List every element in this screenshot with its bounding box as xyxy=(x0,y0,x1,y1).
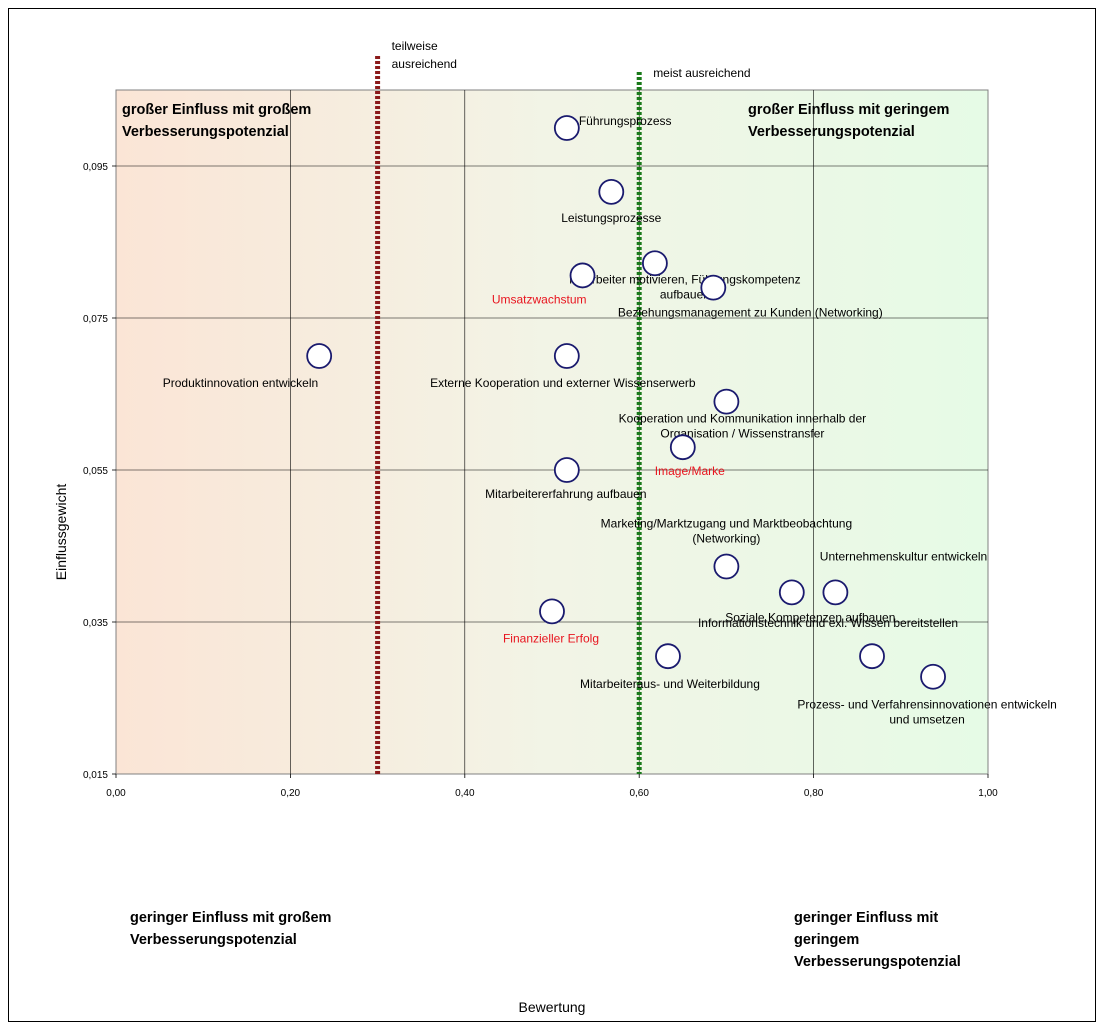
data-point-marker xyxy=(713,553,740,580)
data-point-marker xyxy=(778,579,805,606)
x-axis-ticks: 0,00 0,20 0,40 0,60 0,80 1,00 xyxy=(106,774,998,799)
data-point-marker xyxy=(700,274,727,301)
y-tick-label: 0,015 xyxy=(83,770,108,781)
data-point-marker xyxy=(713,388,740,415)
data-point-marker xyxy=(306,343,333,369)
x-tick-label: 0,60 xyxy=(629,788,649,799)
data-point-marker xyxy=(553,457,580,483)
quadrant-bottom-left-label: geringer Einfluss mit großem Verbesserung… xyxy=(130,910,331,948)
data-point-label: Beziehungsmanagement zu Kunden (Networki… xyxy=(618,306,883,320)
y-tick-label: 0,035 xyxy=(83,618,108,629)
y-tick-label: 0,095 xyxy=(83,162,108,173)
x-tick-label: 0,80 xyxy=(804,788,824,799)
data-point-label: Externe Kooperation und externer Wissens… xyxy=(430,376,696,390)
threshold-lines: teilweise ausreichend meist ausreichend xyxy=(375,39,751,774)
y-tick-label: 0,055 xyxy=(83,466,108,477)
data-point-label: Umsatzwachstum xyxy=(492,292,587,306)
data-point-label: Prozess- und Verfahrensinnovationen entw… xyxy=(797,698,1057,727)
y-axis-title: Einflussgewicht xyxy=(53,484,69,581)
x-tick-label: 0,20 xyxy=(281,788,301,799)
x-axis-title: Bewertung xyxy=(519,999,586,1015)
plot-area xyxy=(115,89,989,775)
data-point-marker xyxy=(920,663,946,690)
data-point-label: Leistungsprozesse xyxy=(561,211,661,225)
y-tick-label: 0,075 xyxy=(83,314,108,325)
data-point-label: Finanzieller Erfolg xyxy=(503,631,599,645)
data-point-marker xyxy=(822,579,849,606)
data-point-label: Soziale Kompetenzen aufbauen xyxy=(725,610,895,624)
data-point-label: Kooperation und Kommunikation innerhalb … xyxy=(619,412,867,441)
quadrant-labels: großer Einfluss mit großem Verbesserungsp… xyxy=(122,102,961,970)
quadrant-top-right-label: großer Einfluss mit geringem Verbesserung… xyxy=(748,102,949,140)
threshold-label: meist ausreichend xyxy=(653,66,750,80)
data-point-marker xyxy=(669,434,696,461)
data-point-label: Führungsprozess xyxy=(579,114,672,128)
data-point-marker xyxy=(655,643,681,670)
data-point-label: Unternehmenskultur entwickeln xyxy=(820,549,987,563)
data-point-label: Mitarbeiter motivieren, Führungskompeten… xyxy=(569,272,800,301)
x-tick-label: 0,40 xyxy=(455,788,475,799)
gridlines xyxy=(116,90,988,774)
data-point-label: Image/Marke xyxy=(655,464,725,478)
data-point-label: Produktinnovation entwickeln xyxy=(163,376,318,390)
data-point-marker xyxy=(569,262,596,289)
data-point-marker xyxy=(641,250,668,277)
quadrant-bottom-right-label: geringer Einfluss mit geringem Verbesserun… xyxy=(794,910,961,970)
data-point-marker xyxy=(598,178,625,205)
x-tick-label: 1,00 xyxy=(978,788,998,799)
data-point-label: Mitarbeitererfahrung aufbauen xyxy=(485,487,646,501)
data-point-label: Marketing/Marktzugang und Marktbeobachtu… xyxy=(601,517,852,546)
quadrant-top-left-label: großer Einfluss mit großem Verbesserungsp… xyxy=(122,102,311,140)
data-point-marker xyxy=(539,598,565,625)
data-point-marker xyxy=(859,643,885,670)
chart-frame xyxy=(8,8,1096,1022)
data-points: Führungsprozess Leistungsprozesse Mitarbei… xyxy=(163,114,1057,727)
data-point-label: Mitarbeiteraus- und Weiterbildung xyxy=(580,677,760,691)
data-point-marker xyxy=(553,343,580,369)
data-point-label: Informationstechnik und exl. Wissen bere… xyxy=(698,616,958,630)
data-point-marker xyxy=(553,115,580,141)
threshold-label: teilweise ausreichend xyxy=(392,39,457,71)
y-axis-ticks: 0,015 0,035 0,055 0,075 0,095 xyxy=(83,162,116,781)
x-tick-label: 0,00 xyxy=(106,788,126,799)
